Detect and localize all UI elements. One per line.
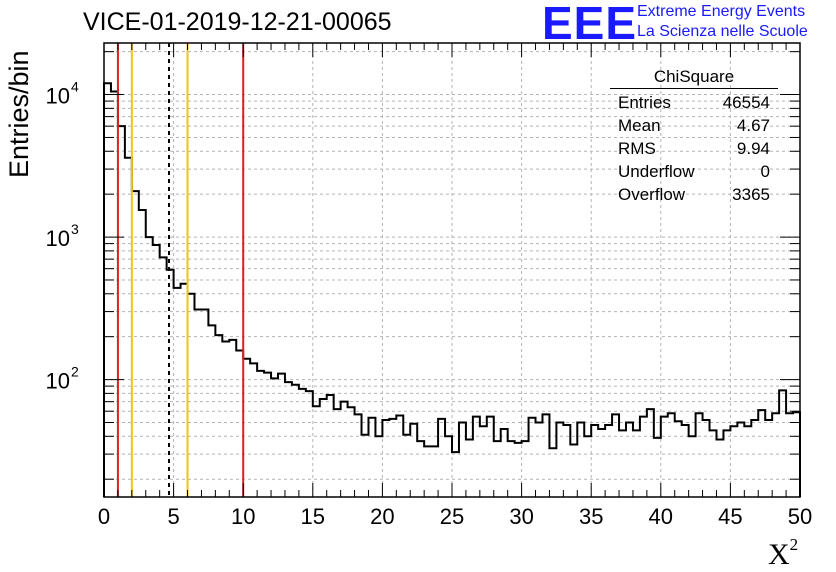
chart-title: VICE-01-2019-12-21-00065 — [83, 8, 392, 36]
stats-label: Overflow — [618, 185, 686, 204]
marker-lines — [116, 43, 245, 497]
x-axis-label-base: X — [768, 538, 790, 571]
y-tick-exponent: 2 — [71, 364, 79, 380]
x-tick-label: 45 — [718, 504, 742, 529]
x-tick-label: 30 — [509, 504, 533, 529]
stats-label: Underflow — [618, 162, 695, 181]
x-axis-label-superscript: 2 — [789, 535, 799, 554]
x-axis-label: X2 — [768, 535, 798, 572]
x-tick-label: 10 — [231, 504, 255, 529]
y-tick-exponent: 4 — [71, 79, 79, 95]
stats-row-overflow: Overflow 3365 — [610, 183, 778, 206]
stats-value: 3365 — [732, 185, 770, 204]
stats-label: RMS — [618, 139, 656, 158]
x-tick-labels: 0 5 10 15 20 25 30 35 40 45 50 — [98, 504, 812, 529]
stats-row-rms: RMS 9.94 — [610, 137, 778, 160]
x-tick-label: 5 — [167, 504, 179, 529]
stats-label: Mean — [618, 116, 661, 135]
x-tick-label: 0 — [98, 504, 110, 529]
stats-box: ChiSquare Entries 46554 Mean 4.67 RMS 9.94 … — [610, 67, 778, 206]
stats-row-mean: Mean 4.67 — [610, 114, 778, 137]
stats-value: 4.67 — [736, 116, 770, 135]
stats-row-entries: Entries 46554 — [610, 91, 778, 114]
histogram-series — [103, 82, 801, 497]
y-tick-label: 10 — [46, 369, 70, 394]
y-tick-label: 10 — [46, 226, 70, 251]
grid-lines — [104, 43, 800, 497]
stats-row-underflow: Underflow 0 — [610, 160, 778, 183]
x-tick-label: 15 — [301, 504, 325, 529]
y-tick-label: 10 — [46, 84, 70, 109]
x-tick-label: 20 — [370, 504, 394, 529]
stats-value: 46554 — [722, 93, 770, 112]
stats-value: 0 — [760, 162, 770, 181]
stats-label: Entries — [618, 93, 671, 112]
axis-ticks — [103, 43, 801, 497]
y-axis-label: Entries/bin — [4, 50, 34, 178]
y-tick-exponent: 3 — [71, 221, 79, 237]
eee-logo: EEE — [542, 0, 638, 49]
x-tick-label: 50 — [788, 504, 812, 529]
x-tick-label: 40 — [649, 504, 673, 529]
stats-value: 9.94 — [736, 139, 770, 158]
x-tick-label: 35 — [579, 504, 603, 529]
stats-title: ChiSquare — [610, 67, 778, 89]
x-tick-label: 25 — [440, 504, 464, 529]
histogram-step-line — [103, 82, 801, 497]
logo-subtitle-line1: Extreme Energy Events — [637, 3, 806, 20]
logo-subtitle-line2: La Scienza nelle Scuole — [637, 23, 808, 40]
